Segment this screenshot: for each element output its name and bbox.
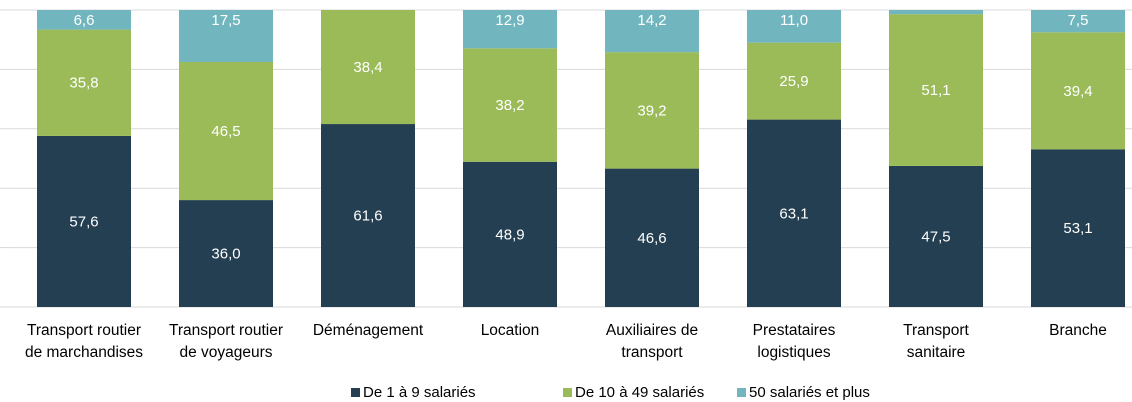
bar-segment [889,165,983,307]
x-tick-label: Auxiliaires de transport [605,322,699,361]
bar-segment [889,14,983,166]
bar-segment [605,168,699,307]
x-tick-label: Prestataires logistiques [752,322,836,361]
x-tick-label: Transport routier de marchandises [24,322,144,361]
data-label: 36,0 [211,246,240,263]
data-label: 46,6 [637,230,666,247]
data-label: 11,0 [780,12,808,29]
x-tick-label: Déménagement [312,322,424,339]
data-label: 61,6 [353,207,382,224]
legend-swatch [737,388,746,397]
bar-segment [321,124,415,307]
legend-swatch [351,388,360,397]
data-label: 47,5 [921,228,950,245]
data-label: 48,9 [495,226,524,243]
bar-segment [1031,10,1125,33]
bar-segment [463,161,557,307]
bar-segment [889,10,983,15]
data-label: 17,5 [211,12,240,29]
x-tick-label: Branche [1049,322,1107,339]
bar-segment [605,52,699,169]
bar-segment [179,200,273,307]
bar-segment [747,42,841,120]
bar-segment [1031,32,1125,150]
data-label: 39,4 [1063,83,1092,100]
data-label: 25,9 [779,73,808,90]
bar-segment [605,10,699,53]
data-label: 7,5 [1068,12,1089,29]
legend-swatch [563,388,572,397]
data-label: 63,1 [779,205,808,222]
legend-label: De 1 à 9 salariés [363,384,476,401]
bar-segment [37,10,131,30]
legend-item: De 1 à 9 salariés [351,384,476,401]
bar-segment [179,10,273,62]
data-label: 39,2 [637,102,666,119]
bar-segment [179,61,273,201]
bar-segment [1031,149,1125,307]
x-tick-label: Location [480,322,540,339]
data-label: 51,1 [921,82,950,99]
data-label: 35,8 [69,75,98,92]
data-label: 53,1 [1063,220,1092,237]
data-label: 12,9 [495,12,524,29]
data-label: 46,5 [211,123,240,140]
x-tick-label: Transport routier de voyageurs [169,322,283,361]
data-label: 6,6 [74,12,95,29]
legend-label: 50 salariés et plus [749,384,870,401]
x-tick-label: Transport sanitaire [903,322,969,361]
data-label: 38,2 [495,97,524,114]
legend-item: De 10 à 49 salariés [563,384,704,401]
bar-segment [463,48,557,162]
bar-segment [747,10,841,43]
legend-label: De 10 à 49 salariés [575,384,705,401]
bar-segment [37,135,131,307]
legend-item: 50 salariés et plus [737,384,870,401]
data-label: 38,4 [353,59,382,76]
bar-segment [37,29,131,136]
bar-segment [747,119,841,307]
data-label: 57,6 [69,213,98,230]
bar-segment [321,10,415,125]
data-label: 14,2 [637,12,666,29]
bar-segment [463,10,557,49]
